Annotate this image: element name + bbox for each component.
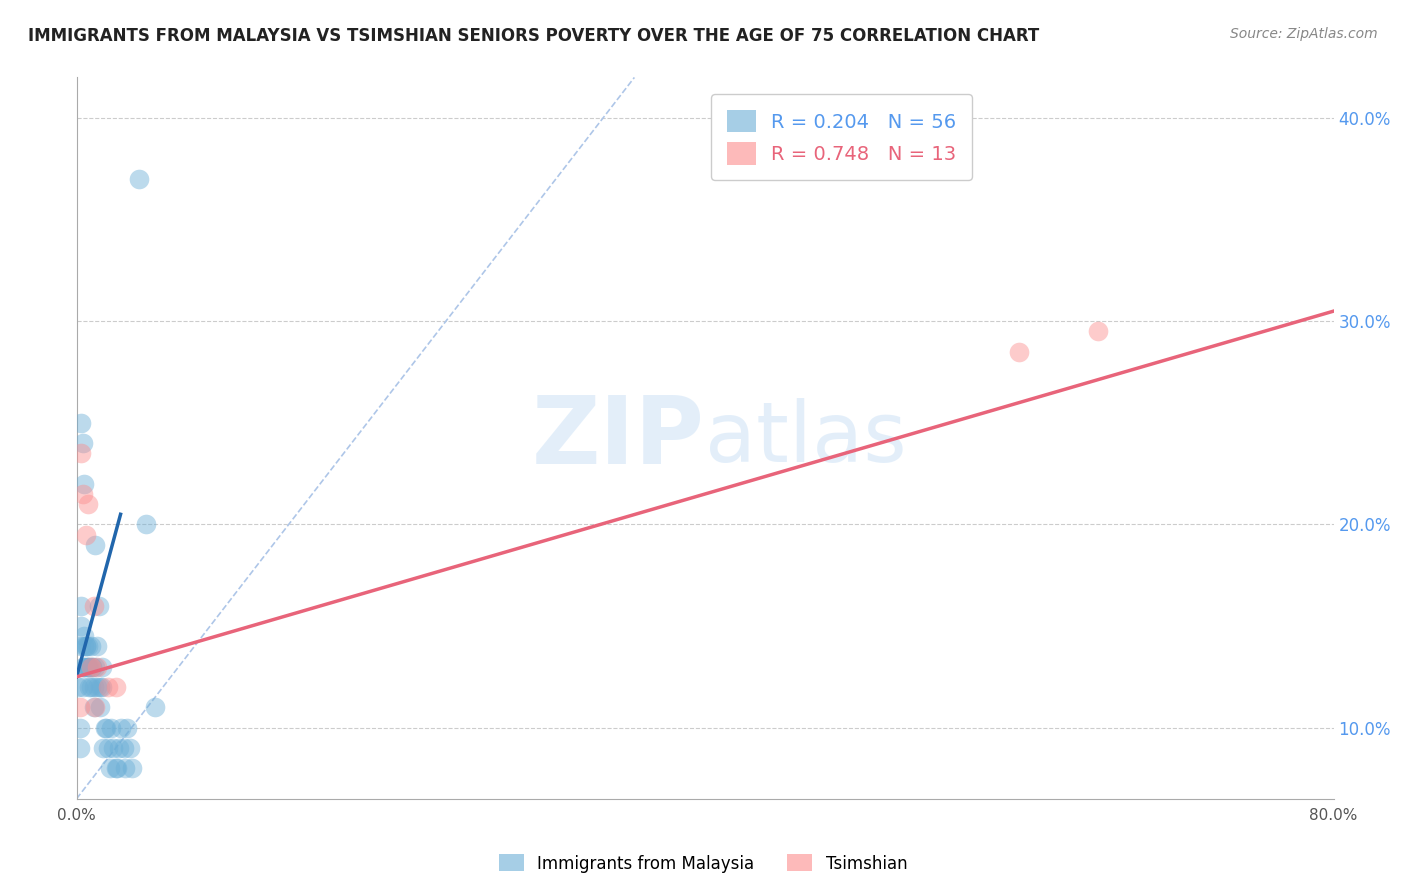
Point: [112, 741, 135, 756]
Point: [76, 497, 98, 511]
Point: [83, 599, 105, 613]
Point: [76, 640, 98, 654]
Text: Source: ZipAtlas.com: Source: ZipAtlas.com: [1230, 27, 1378, 41]
Point: [135, 517, 157, 532]
Text: atlas: atlas: [704, 398, 907, 479]
Point: [75, 527, 97, 541]
Point: [101, 741, 124, 756]
Point: [69, 741, 91, 756]
Point: [75, 659, 97, 673]
Point: [83, 700, 105, 714]
Point: [110, 721, 132, 735]
Point: [84, 659, 107, 673]
Point: [75, 640, 97, 654]
Text: IMMIGRANTS FROM MALAYSIA VS TSIMSHIAN SENIORS POVERTY OVER THE AGE OF 75 CORRELA: IMMIGRANTS FROM MALAYSIA VS TSIMSHIAN SE…: [28, 27, 1039, 45]
Point: [143, 700, 166, 714]
Point: [91, 741, 114, 756]
Legend: R = 0.204   N = 56, R = 0.748   N = 13: R = 0.204 N = 56, R = 0.748 N = 13: [711, 95, 972, 180]
Text: ZIP: ZIP: [533, 392, 704, 484]
Point: [80, 640, 103, 654]
Point: [100, 721, 122, 735]
Point: [76, 659, 98, 673]
Point: [90, 680, 112, 694]
Point: [84, 700, 107, 714]
Point: [97, 741, 120, 756]
Point: [107, 761, 129, 775]
Point: [69, 700, 91, 714]
Point: [86, 680, 108, 694]
Point: [115, 721, 138, 735]
Point: [1008, 344, 1031, 359]
Point: [90, 659, 112, 673]
Point: [84, 538, 107, 552]
Point: [114, 761, 136, 775]
Point: [82, 659, 104, 673]
Point: [73, 640, 96, 654]
Point: [67, 680, 90, 694]
Point: [72, 436, 94, 450]
Point: [104, 680, 127, 694]
Point: [72, 487, 94, 501]
Point: [75, 640, 97, 654]
Point: [97, 680, 120, 694]
Point: [70, 416, 93, 430]
Point: [69, 721, 91, 735]
Point: [73, 659, 96, 673]
Point: [77, 680, 100, 694]
Point: [72, 680, 94, 694]
Point: [98, 761, 121, 775]
Point: [104, 761, 127, 775]
Point: [1087, 325, 1109, 339]
Point: [77, 659, 100, 673]
Legend: Immigrants from Malaysia, Tsimshian: Immigrants from Malaysia, Tsimshian: [492, 847, 914, 880]
Point: [94, 721, 117, 735]
Point: [86, 659, 108, 673]
Point: [73, 629, 96, 643]
Point: [118, 741, 141, 756]
Point: [80, 659, 103, 673]
Point: [73, 476, 96, 491]
Point: [86, 640, 108, 654]
Point: [89, 680, 111, 694]
Point: [96, 721, 118, 735]
Point: [82, 659, 104, 673]
Point: [70, 640, 93, 654]
Point: [70, 619, 93, 633]
Point: [89, 700, 111, 714]
Point: [108, 741, 131, 756]
Point: [121, 761, 143, 775]
Point: [83, 680, 105, 694]
Point: [76, 659, 98, 673]
Point: [80, 680, 103, 694]
Point: [70, 599, 93, 613]
Point: [87, 599, 110, 613]
Point: [128, 172, 150, 186]
Point: [70, 446, 93, 460]
Point: [72, 659, 94, 673]
